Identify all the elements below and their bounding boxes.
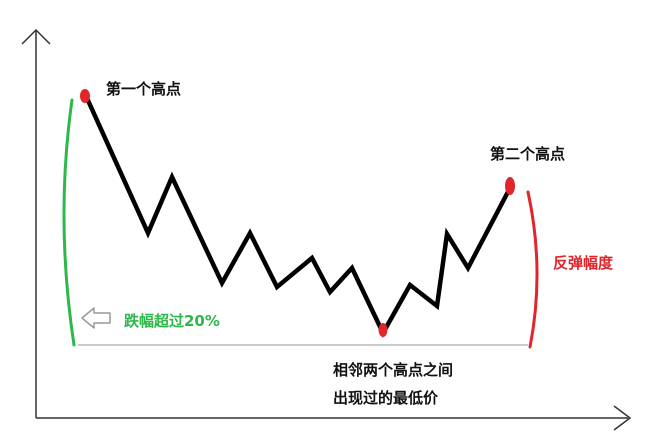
axes bbox=[21, 28, 632, 431]
rebound-bracket bbox=[526, 190, 539, 349]
first-high-label: 第一个高点 bbox=[106, 80, 181, 98]
left-arrow-outline-icon bbox=[81, 307, 111, 329]
drop-label: 跌幅超过20% bbox=[124, 312, 220, 330]
rebound-label: 反弹幅度 bbox=[553, 254, 614, 272]
lowest-price-label-line2: 出现过的最低价 bbox=[333, 389, 439, 407]
first-high-marker bbox=[80, 89, 90, 103]
second-high-marker bbox=[505, 177, 515, 195]
price-line bbox=[83, 93, 513, 338]
y-axis-arrowhead bbox=[21, 28, 51, 45]
second-high-label: 第二个高点 bbox=[490, 145, 565, 163]
x-axis-arrowhead bbox=[613, 405, 632, 431]
lowest-price-label-line1: 相邻两个高点之间 bbox=[333, 361, 453, 379]
drop-bracket bbox=[62, 98, 76, 347]
lowest-point-marker bbox=[378, 323, 388, 337]
